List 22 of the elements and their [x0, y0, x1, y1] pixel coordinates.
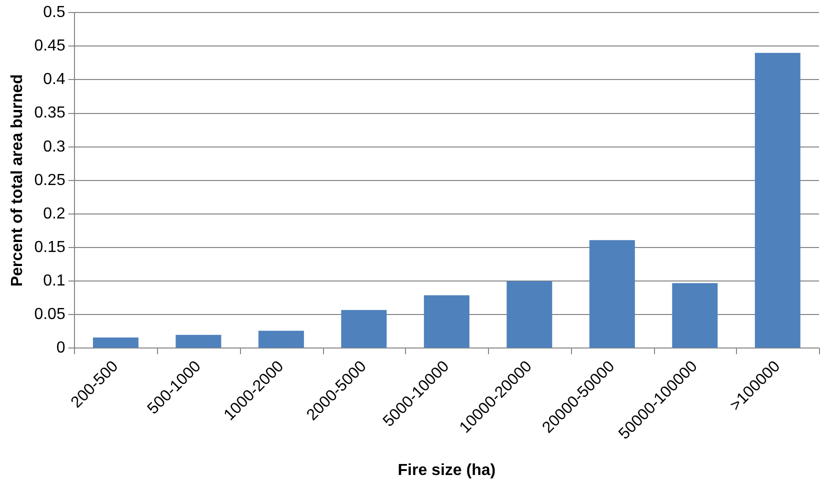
y-tick-label: 0.4 [43, 71, 66, 88]
y-tick-label: 0.45 [34, 38, 66, 55]
y-tick-label: 0.1 [43, 272, 66, 290]
bar [589, 240, 635, 348]
bar [92, 338, 138, 348]
y-tick-label: 0.15 [34, 238, 66, 256]
x-axis-title: Fire size (ha) [398, 462, 496, 479]
y-tick-label: 0.5 [43, 4, 66, 22]
y-tick-label: 0.25 [34, 172, 66, 189]
bar [341, 310, 387, 348]
bar [258, 330, 304, 348]
y-tick-label: 0 [56, 340, 66, 357]
bar [672, 283, 718, 348]
y-axis-title: Percent of total area burned [9, 74, 26, 287]
bar [754, 52, 800, 348]
bar [424, 295, 470, 348]
y-tick-label: 0.05 [34, 306, 66, 324]
bar [176, 334, 222, 348]
y-tick-label: 0.3 [43, 138, 66, 156]
y-tick-label: 0.35 [34, 104, 66, 122]
y-tick-label: 0.2 [43, 205, 66, 222]
bar [506, 281, 552, 348]
